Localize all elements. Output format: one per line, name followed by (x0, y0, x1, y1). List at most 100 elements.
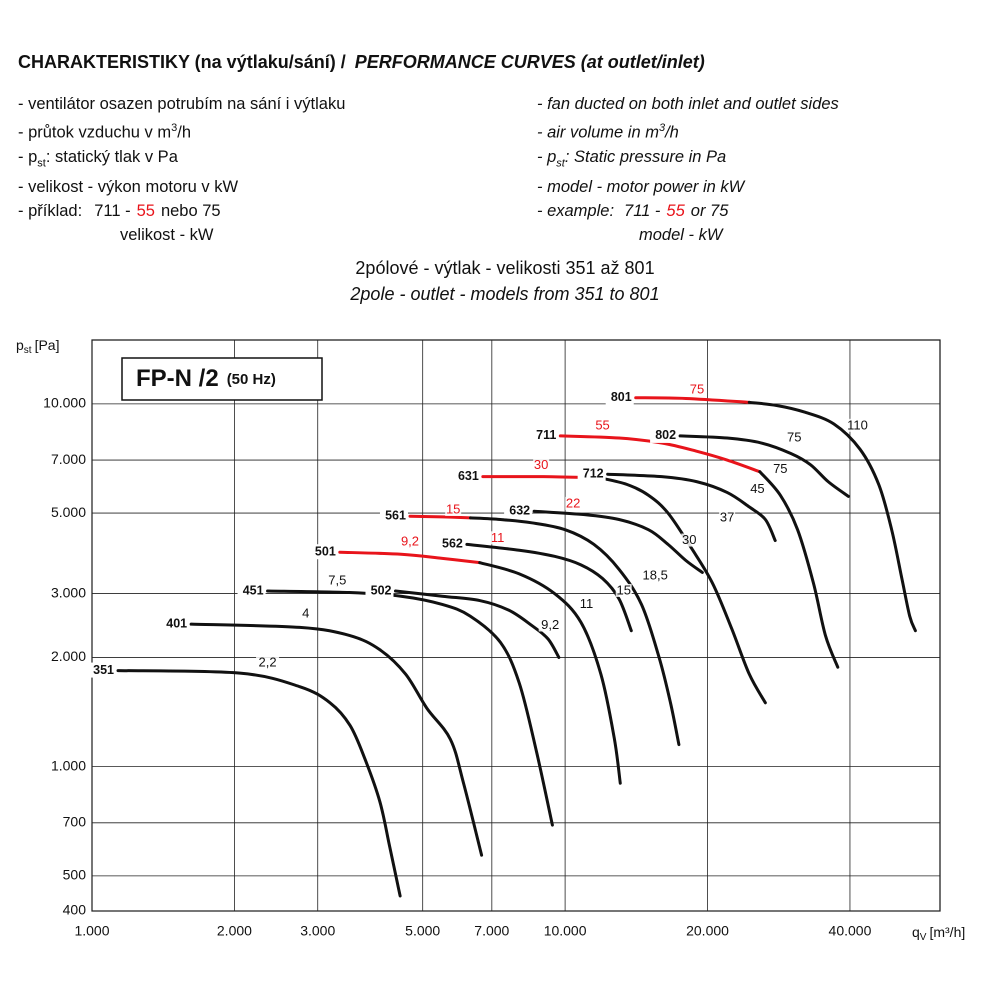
legend-note: (50 Hz) (227, 371, 276, 388)
note-text: /h (665, 123, 679, 142)
power-label-bg (719, 510, 736, 524)
y-tick-label: 10.000 (43, 395, 86, 411)
power-label: 9,2 (401, 533, 419, 548)
curve-name-bg (309, 544, 338, 560)
sub: st (37, 156, 46, 169)
x-tick-label: 40.000 (829, 923, 872, 939)
power-label-bg (256, 656, 280, 670)
note-text: - example: (537, 201, 615, 220)
y-tick-label: 1.000 (51, 757, 86, 773)
curve-name: 802 (655, 428, 676, 442)
power-label-bg (594, 418, 611, 432)
sup: 3 (171, 122, 178, 134)
x-tick-label: 1.000 (74, 923, 109, 939)
curve-name-bg (379, 508, 408, 524)
note-text: model - kW (639, 225, 723, 244)
note: - průtok vzduchu v m3/h (18, 116, 345, 145)
curve-name: 632 (509, 503, 530, 517)
sup: 3 (658, 122, 666, 134)
legend-box (121, 357, 323, 401)
grid: 1.000 2.000 3.000 5.000 7.000 10.000 20.000 40.… (43, 339, 941, 939)
power-label: 4 (302, 606, 309, 621)
y-tick-label: 400 (63, 902, 87, 918)
note-red: 55 (666, 201, 685, 220)
power-label: 9,2 (541, 617, 559, 632)
power-label: 11 (580, 596, 594, 611)
curves (116, 396, 917, 898)
power-label: 15 (446, 501, 460, 516)
note-text: - ventilátor osazen potrubím na sání i v… (18, 95, 346, 113)
power-label: 22 (566, 495, 580, 510)
x-label-sub: V (920, 932, 927, 943)
power-label-bg (489, 531, 506, 545)
note: - example: 711 - 55 or 75 (537, 199, 839, 223)
fan-curve (408, 514, 473, 520)
fan-curve (189, 622, 484, 857)
power-label-bg (533, 458, 550, 472)
title-cz: CHARAKTERISTIKY (na výtlaku/sání) / (18, 52, 346, 72)
fan-curve (678, 434, 850, 498)
power-label-bg (538, 618, 562, 632)
note: - pst: Static pressure in Pa (537, 145, 839, 175)
y-label-sub: st (24, 345, 32, 356)
curve-name-bg (577, 466, 606, 482)
curve-name-bg (436, 536, 465, 552)
note-text: 711 - (94, 201, 131, 220)
curve-name-bg (504, 503, 533, 519)
x-axis-label: qV [m³/h] (912, 924, 965, 943)
fan-curve (266, 589, 554, 827)
x-tick-label: 5.000 (405, 923, 440, 939)
x-tick-label: 3.000 (300, 923, 335, 939)
x-tick-label: 10.000 (544, 923, 587, 939)
fan-curve (598, 476, 767, 705)
curve-name: 801 (611, 390, 632, 404)
note-text: 711 - (624, 201, 661, 220)
x-tick-label: 20.000 (686, 923, 729, 939)
title-en: PERFORMANCE CURVES (at outlet/inlet) (354, 52, 705, 72)
curve-name: 712 (583, 466, 604, 480)
note-text: velikost - kW (120, 225, 214, 244)
labels: 351 2,2 401 4 451 7,5 501 9,2 11 502 9,2 561 15 18,5 5… (88, 382, 870, 678)
power-label-bg (398, 535, 422, 549)
note-text: - air volume in m (537, 123, 659, 142)
note-text: - p (18, 147, 38, 166)
power-label: 18,5 (643, 568, 668, 583)
power-label: 110 (847, 417, 868, 432)
y-label-part: [Pa] (35, 337, 60, 353)
fan-curve (747, 400, 917, 633)
curve-name-bg (605, 389, 634, 405)
note-text: : Static pressure in Pa (564, 147, 727, 166)
power-label-bg (325, 573, 349, 587)
curve-name: 401 (166, 616, 187, 630)
note-text: or 75 (690, 201, 729, 220)
x-tick-label: 2.000 (217, 923, 252, 939)
curve-name-bg (161, 616, 190, 632)
fan-curve (634, 396, 751, 404)
power-label: 37 (720, 509, 734, 524)
curve-name-bg (237, 582, 266, 598)
note: model - kW (537, 223, 839, 247)
x-tick-label: 7.000 (474, 923, 509, 939)
curve-name: 451 (243, 583, 264, 597)
note: - model - motor power in kW (537, 175, 839, 199)
note: velikost - kW (18, 223, 345, 247)
notes-en: - fan ducted on both inlet and outlet si… (537, 92, 839, 247)
y-tick-label: 5.000 (51, 504, 86, 520)
fan-curve (338, 550, 482, 565)
note-red: 55 (136, 201, 155, 220)
note-text: - velikost - výkon motoru v kW (18, 177, 239, 196)
curve-name-bg (365, 582, 394, 598)
fan-curve (558, 434, 762, 474)
power-label-bg (749, 482, 766, 496)
power-label-bg (578, 597, 595, 611)
note: - air volume in m3/h (537, 116, 839, 145)
power-label-bg (565, 496, 582, 510)
y-tick-label: 2.000 (51, 648, 86, 664)
power-label: 75 (773, 461, 787, 476)
power-label-bg (846, 418, 870, 432)
curve-name: 502 (371, 583, 392, 597)
power-label-bg (445, 502, 462, 516)
notes-cz: - ventilátor osazen potrubím na sání i v… (18, 92, 345, 247)
